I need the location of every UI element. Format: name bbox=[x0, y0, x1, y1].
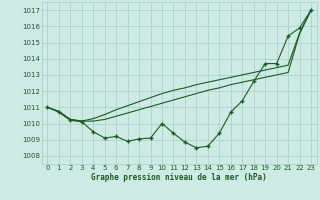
X-axis label: Graphe pression niveau de la mer (hPa): Graphe pression niveau de la mer (hPa) bbox=[91, 173, 267, 182]
